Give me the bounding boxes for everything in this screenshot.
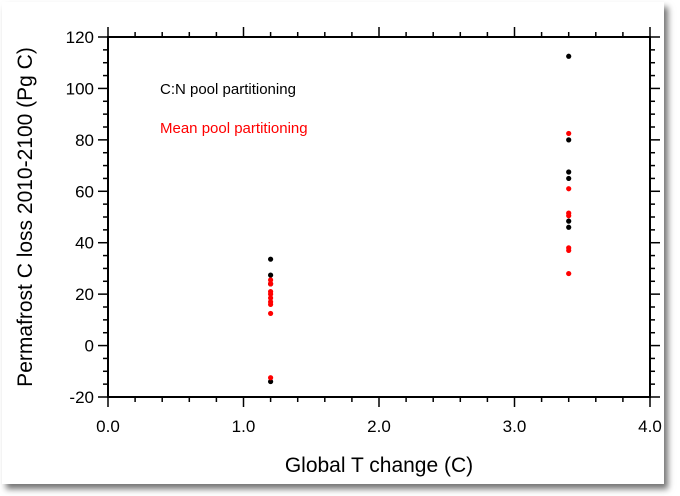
mean-pool-point (268, 277, 274, 283)
legend-label-mean: Mean pool partitioning (160, 120, 308, 137)
mean-pool-point (268, 281, 274, 287)
cn-pool-point (566, 169, 572, 175)
mean-pool-point (566, 247, 572, 254)
mean-pool-point (268, 301, 274, 308)
legend-label-cn: C:N pool partitioning (160, 81, 296, 98)
y-tick-label: 80 (75, 131, 94, 150)
y-tick-label: 120 (66, 28, 94, 47)
y-tick-label: 60 (75, 182, 94, 201)
mean-pool-point (268, 310, 274, 317)
cn-pool-point (268, 256, 274, 262)
mean-pool-point (268, 295, 274, 301)
y-axis-title: Permafrost C loss 2010-2100 (Pg C) (14, 47, 37, 387)
cn-pool-point (566, 137, 572, 143)
x-tick-label: 1.0 (232, 417, 256, 436)
y-tick-label: 40 (75, 234, 94, 253)
y-tick-label: -20 (69, 388, 94, 407)
y-tick-label: 100 (66, 79, 94, 98)
mean-pool-point (566, 213, 572, 219)
cn-pool-point (566, 224, 572, 230)
mean-pool-point (566, 270, 572, 277)
mean-pool-point (268, 291, 274, 297)
x-tick-label: 4.0 (638, 417, 662, 436)
cn-pool-point (268, 272, 274, 278)
mean-pool-point (566, 130, 572, 137)
mean-pool-point (268, 375, 274, 381)
x-tick-label: 3.0 (503, 417, 527, 436)
figure-frame (2, 2, 664, 484)
x-axis-title: Global T change (C) (285, 454, 473, 477)
y-tick-label: 0 (85, 337, 94, 356)
mean-pool-point (566, 186, 572, 192)
y-tick-label: 20 (75, 285, 94, 304)
cn-pool-point (566, 218, 572, 224)
cn-pool-point (566, 53, 572, 59)
x-tick-label: 2.0 (367, 417, 391, 436)
x-tick-label: 0.0 (96, 417, 120, 436)
cn-pool-point (268, 378, 274, 385)
cn-pool-point (566, 175, 572, 182)
